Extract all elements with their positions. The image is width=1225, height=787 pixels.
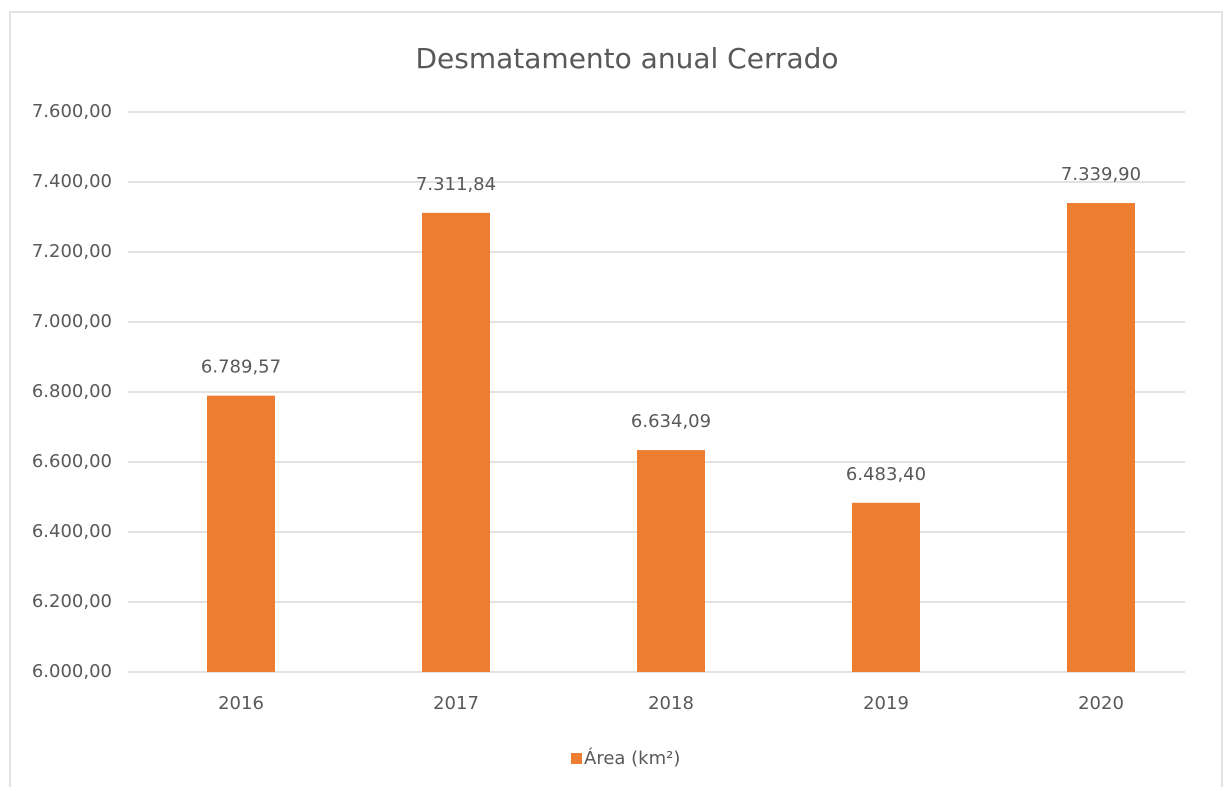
- legend-label: Área (km²): [584, 747, 680, 769]
- bar: [207, 395, 275, 672]
- x-tick-label: 2017: [433, 693, 479, 714]
- y-tick-label: 7.000,00: [32, 311, 112, 332]
- y-tick-label: 7.400,00: [32, 171, 112, 192]
- y-tick-label: 6.000,00: [32, 661, 112, 682]
- y-tick-label: 6.800,00: [32, 381, 112, 402]
- y-tick-label: 6.200,00: [32, 591, 112, 612]
- value-label: 7.311,84: [416, 174, 496, 195]
- chart-frame: [9, 11, 1223, 787]
- bar: [852, 502, 920, 672]
- value-label: 6.634,09: [631, 411, 711, 432]
- x-tick-label: 2020: [1078, 693, 1124, 714]
- value-label: 6.789,57: [201, 357, 281, 378]
- bar: [422, 212, 490, 672]
- x-tick-label: 2019: [863, 693, 909, 714]
- y-tick-label: 6.600,00: [32, 451, 112, 472]
- bar: [1067, 203, 1135, 672]
- value-label: 7.339,90: [1061, 164, 1141, 185]
- y-tick-label: 7.200,00: [32, 241, 112, 262]
- value-label: 6.483,40: [846, 464, 926, 485]
- x-tick-label: 2016: [218, 693, 264, 714]
- x-tick-label: 2018: [648, 693, 694, 714]
- chart-title: Desmatamento anual Cerrado: [415, 42, 838, 75]
- y-tick-label: 6.400,00: [32, 521, 112, 542]
- legend-swatch: [571, 753, 582, 764]
- y-tick-label: 7.600,00: [32, 101, 112, 122]
- bar: [637, 450, 705, 672]
